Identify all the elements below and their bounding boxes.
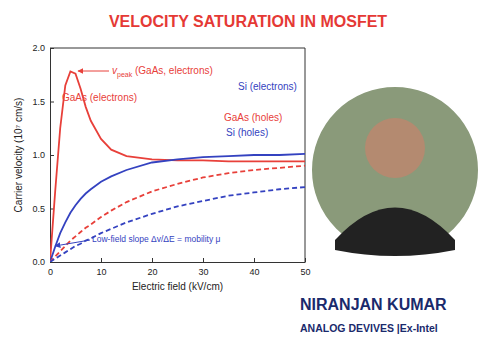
x-tick-mark (254, 258, 255, 262)
x-tick-mark (101, 258, 102, 262)
y-tick: 1.0 (32, 150, 54, 160)
annotation-suffix: (GaAs, electrons) (132, 65, 213, 76)
plot-frame (50, 48, 305, 262)
annotation-arrow (78, 71, 109, 72)
y-tick-label: 0.0 (32, 257, 45, 267)
y-tick-mark (50, 102, 54, 103)
author-name: NIRANJAN KUMAR (300, 296, 447, 313)
annotation-arrow (55, 240, 90, 246)
x-axis: 0 10 20 30 40 50 (48, 258, 311, 277)
y-tick-mark (50, 155, 54, 156)
x-tick: 50 (300, 258, 310, 277)
y-tick-mark (50, 48, 54, 49)
x-tick: 40 (249, 258, 259, 277)
series-label: GaAs (holes) (224, 112, 282, 123)
x-tick-label: 20 (147, 267, 157, 277)
x-tick-label: 10 (96, 267, 106, 277)
y-tick: 2.0 (32, 43, 54, 53)
photo-body (335, 208, 455, 257)
x-tick-mark (152, 258, 153, 262)
thumbnail: VELOCITY SATURATION IN MOSFET 0 10 20 30 40 50… (0, 0, 480, 360)
x-axis-line (51, 262, 306, 263)
y-tick: 1.5 (32, 97, 54, 107)
series-label: Si (holes) (226, 127, 268, 138)
y-tick-label: 2.0 (32, 43, 45, 53)
y-axis: 0.0 0.5 1.0 1.5 2.0 (32, 43, 54, 267)
y-tick-label: 0.5 (32, 204, 45, 214)
series-line (50, 166, 305, 262)
annotation: vpeak (GaAs, electrons) (112, 65, 213, 79)
author-affiliation: ANALOG DEVIVES |Ex-Intel (300, 322, 438, 334)
y-axis-title: Carrier velocity (10⁷ cm/s) (13, 98, 24, 213)
plot-area (50, 72, 305, 262)
x-tick-mark (203, 258, 204, 262)
x-tick: 20 (147, 258, 157, 277)
background (0, 0, 480, 360)
photo-head (365, 118, 425, 178)
series-line (50, 72, 305, 262)
y-tick-mark (50, 262, 54, 263)
series-line (50, 187, 305, 262)
x-tick-label: 30 (198, 267, 208, 277)
annotation-subscript: peak (117, 71, 133, 79)
title: VELOCITY SATURATION IN MOSFET (109, 13, 387, 30)
y-tick-label: 1.5 (32, 97, 45, 107)
series-label: GaAs (electrons) (62, 92, 137, 103)
annotation: Low-field slope Δv/ΔE = mobility μ (92, 234, 221, 244)
x-tick-label: 0 (48, 267, 53, 277)
y-tick: 0.5 (32, 204, 54, 214)
x-axis-title: Electric field (kV/cm) (132, 281, 223, 292)
x-tick-label: 40 (249, 267, 259, 277)
series-label: Si (electrons) (238, 81, 297, 92)
x-tick-mark (305, 258, 306, 262)
x-tick-label: 50 (300, 267, 310, 277)
x-tick: 10 (96, 258, 106, 277)
series-line (50, 154, 305, 262)
y-tick-label: 1.0 (32, 150, 45, 160)
x-tick: 30 (198, 258, 208, 277)
